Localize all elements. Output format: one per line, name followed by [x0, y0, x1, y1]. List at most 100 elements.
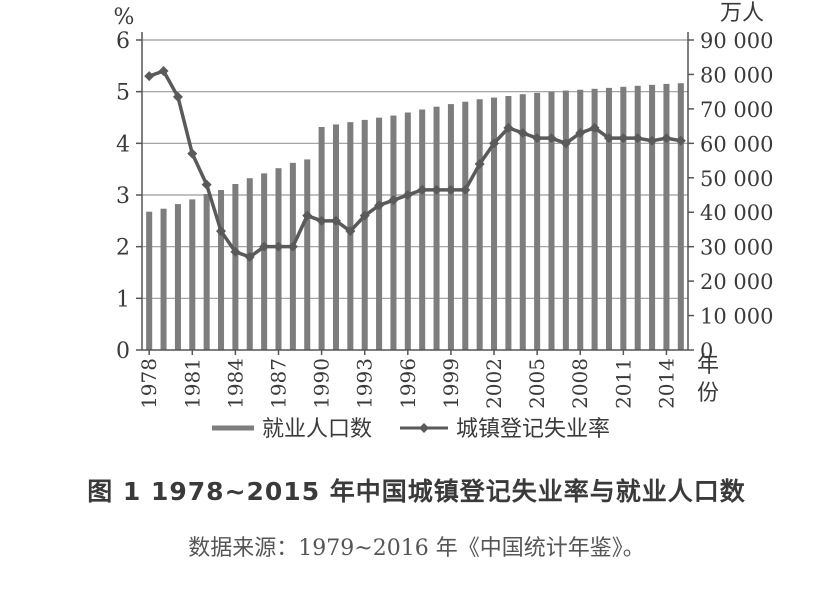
bar-2004: [519, 94, 526, 350]
bar-2006: [548, 91, 555, 351]
left-tick-label: 4: [116, 132, 130, 157]
right-tick-label: 50 000: [700, 167, 773, 191]
marker-1984: [230, 246, 241, 257]
marker-2013: [647, 135, 658, 146]
marker-2012: [632, 133, 643, 144]
right-tick-label: 80 000: [700, 63, 773, 87]
marker-2008: [575, 128, 586, 138]
marker-1978: [144, 71, 155, 82]
right-tick-label: 10 000: [700, 305, 773, 329]
marker-2015: [675, 135, 686, 146]
marker-2011: [618, 133, 629, 144]
bar-2010: [605, 87, 612, 350]
marker-1980: [172, 91, 183, 102]
line-series-unemployment-rate: [144, 66, 686, 262]
bar-1979: [160, 208, 167, 350]
marker-1981: [187, 148, 198, 159]
bar-1988: [289, 162, 296, 350]
unemployment-line: [148, 69, 682, 259]
axes: [141, 32, 689, 351]
bar-1993: [361, 119, 368, 351]
marker-1999: [445, 184, 456, 195]
bar-1987: [275, 168, 282, 350]
bar-2001: [476, 99, 483, 350]
bar-1984: [232, 183, 239, 350]
marker-2003: [503, 122, 514, 133]
left-axis-ticks: 0 1 2 3 4 5 6: [116, 29, 142, 364]
marker-1996: [402, 190, 413, 200]
bar-1996: [404, 112, 411, 350]
bar-1985: [246, 178, 253, 350]
x-tick-label: 1981: [180, 358, 204, 409]
bar-1978: [146, 211, 153, 350]
x-tick-label: 1996: [396, 358, 420, 409]
marker-2009: [589, 122, 600, 133]
bar-2000: [462, 101, 469, 351]
legend-swatch-marker: [419, 423, 429, 433]
marker-1998: [431, 184, 442, 195]
bar-series-employment: [146, 83, 684, 351]
bar-2013: [649, 84, 656, 351]
bar-2008: [577, 89, 584, 350]
marker-2010: [603, 133, 614, 144]
x-axis-ticks: 1978 1981 1984 1987 1990 1993 1996 1999 2002 2005…: [137, 350, 678, 409]
marker-1993: [359, 210, 370, 221]
legend-label-employment: 就业人口数: [262, 417, 372, 442]
bar-1980: [174, 204, 181, 350]
marker-2000: [460, 184, 471, 195]
bar-1997: [419, 109, 426, 351]
x-tick-label: 1999: [439, 358, 463, 409]
left-tick-label: 5: [116, 81, 130, 106]
x-tick-label: 2005: [525, 358, 549, 409]
chart: % 万人 0 1 2 3 4 5 6 0 10 000 20 000 30 000 40 000 50…: [114, 1, 774, 442]
marker-1979: [158, 66, 169, 76]
marker-1990: [316, 215, 327, 226]
bar-1991: [332, 124, 339, 350]
bar-2011: [620, 86, 627, 350]
marker-1986: [259, 241, 270, 252]
bar-1995: [390, 115, 397, 350]
marker-2001: [474, 159, 485, 169]
figure-title: 图 1 1978~2015 年中国城镇登记失业率与就业人口数: [87, 477, 746, 506]
x-axis-label-1: 年: [697, 353, 719, 378]
bar-1998: [433, 106, 440, 350]
marker-1997: [417, 184, 428, 195]
x-tick-label: 1993: [353, 358, 377, 409]
bar-2003: [505, 96, 512, 350]
marker-1995: [388, 195, 399, 206]
x-tick-label: 2002: [482, 358, 506, 409]
left-tick-label: 1: [116, 287, 130, 312]
right-axis-unit: 万人: [720, 1, 764, 26]
marker-2002: [489, 138, 500, 149]
right-tick-label: 60 000: [700, 132, 773, 156]
bar-2015: [677, 83, 684, 350]
marker-1992: [345, 226, 356, 237]
figure-source: 数据来源：1979~2016 年《中国统计年鉴》。: [188, 536, 645, 561]
marker-2005: [532, 133, 543, 144]
x-tick-label: 2011: [611, 358, 635, 409]
x-tick-label: 1990: [310, 358, 334, 409]
right-tick-label: 20 000: [700, 270, 773, 294]
bar-1981: [189, 199, 196, 350]
marker-1982: [201, 179, 212, 190]
right-tick-label: 90 000: [700, 29, 773, 53]
bar-1990: [318, 126, 325, 350]
left-tick-label: 3: [116, 184, 130, 209]
marker-1989: [302, 210, 313, 221]
marker-1994: [374, 200, 385, 211]
x-tick-label: 1987: [267, 358, 291, 409]
bar-1983: [218, 190, 225, 350]
right-tick-label: 30 000: [700, 236, 773, 260]
bar-2007: [562, 90, 569, 350]
right-tick-label: 0: [700, 339, 713, 363]
bar-1986: [261, 173, 268, 350]
right-tick-label: 70 000: [700, 98, 773, 122]
bar-2014: [663, 83, 670, 350]
right-tick-label: 40 000: [700, 201, 773, 225]
legend-label-unemployment: 城镇登记失业率: [456, 417, 610, 442]
x-tick-label: 2014: [654, 358, 678, 409]
left-tick-label: 6: [116, 29, 130, 54]
bar-2005: [534, 92, 541, 350]
bar-1999: [447, 104, 454, 350]
bar-1982: [203, 193, 210, 350]
